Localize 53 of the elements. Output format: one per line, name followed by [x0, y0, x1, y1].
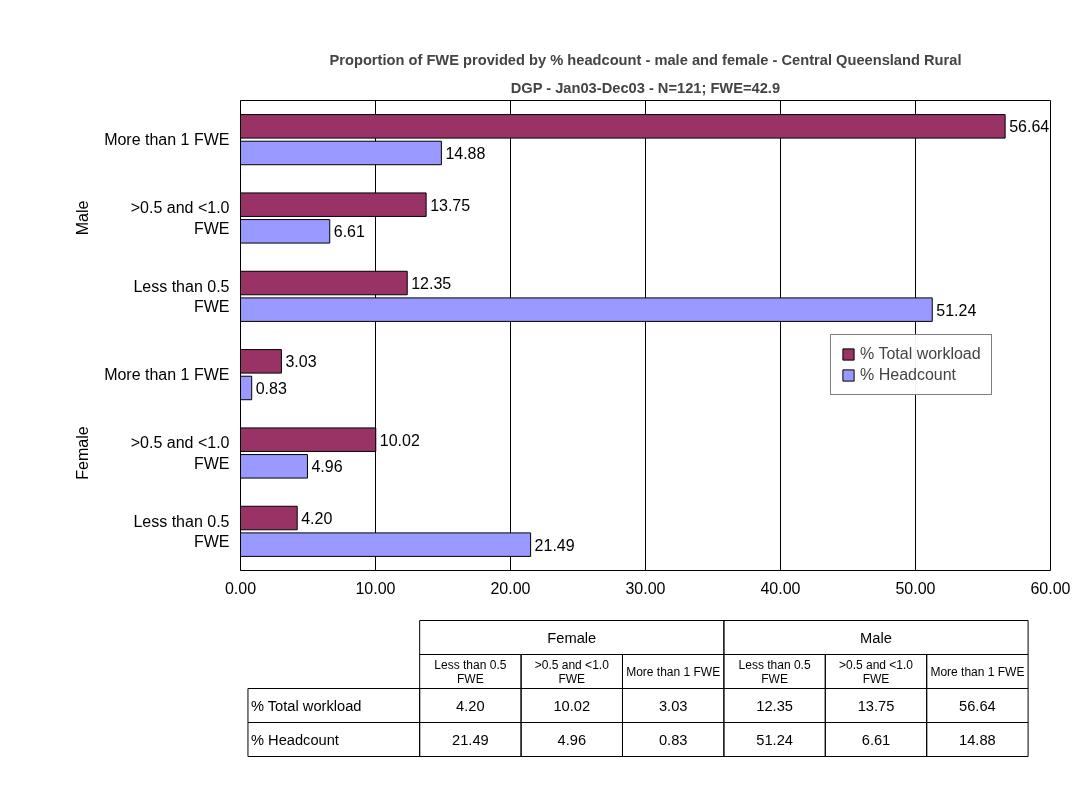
text: 51.24 [756, 731, 793, 748]
chart-title: Proportion of FWE provided by % headcount - male and female - Central Queensland Rural [329, 51, 962, 68]
text: % Total workload [250, 697, 362, 714]
text: 3.03 [658, 697, 688, 714]
text: 4.96 [557, 731, 587, 748]
data-label: 14.88 [445, 144, 486, 162]
x-tick-label: 20.00 [490, 579, 531, 597]
data-label: 21.49 [534, 536, 575, 554]
data-label: 6.61 [333, 223, 365, 241]
category-label: More than 1 FWE [930, 664, 1025, 679]
data-label: 4.20 [301, 510, 333, 528]
y-tick-label: More than 1 FWE [104, 131, 230, 149]
text: Male [860, 629, 892, 646]
data-label: 3.03 [285, 353, 317, 371]
text: 6.61 [861, 731, 891, 748]
text: 4.20 [456, 697, 485, 714]
data-label: 12.35 [411, 275, 452, 293]
text: 13.75 [857, 697, 895, 714]
text: Female [73, 426, 91, 480]
category-label: Less than 0.5 FWE [434, 657, 507, 686]
category-label: >0.5 and <1.0 FWE [838, 657, 914, 686]
x-tick-label: 0.00 [224, 579, 257, 597]
text: Female [547, 629, 597, 646]
text: 12.35 [756, 697, 793, 714]
text: 21.49 [452, 731, 489, 748]
x-tick-label: 10.00 [355, 579, 396, 597]
text: Male [73, 200, 91, 236]
legend-label: % Headcount [860, 366, 957, 384]
data-label: 56.64 [1009, 118, 1050, 136]
text: 0.83 [658, 731, 688, 748]
text: 56.64 [959, 697, 996, 714]
x-tick-label: 50.00 [895, 579, 936, 597]
text: 10.02 [553, 697, 591, 714]
data-label: 0.83 [255, 379, 287, 397]
x-tick-label: 40.00 [760, 579, 801, 597]
text: % Headcount [250, 731, 339, 748]
data-label: 13.75 [430, 196, 471, 214]
chart-subtitle: DGP - Jan03-Dec03 - N=121; FWE=42.9 [510, 79, 781, 96]
legend-label: % Total workload [860, 345, 981, 363]
data-label: 10.02 [379, 431, 420, 449]
category-label: More than 1 FWE [626, 664, 721, 679]
y-tick-label: >0.5 and <1.0 FWE [130, 434, 230, 472]
text: 14.88 [959, 731, 996, 748]
y-tick-label: More than 1 FWE [104, 366, 230, 384]
x-tick-label: 60.00 [1030, 579, 1071, 597]
y-tick-label: Less than 0.5 FWE [133, 512, 230, 551]
y-tick-label: Less than 0.5 FWE [133, 277, 230, 316]
y-tick-label: >0.5 and <1.0 FWE [130, 199, 230, 237]
data-label: 4.96 [311, 458, 343, 476]
category-label: Less than 0.5 FWE [738, 657, 811, 686]
category-label: >0.5 and <1.0 FWE [534, 657, 609, 686]
data-label: 51.24 [936, 301, 977, 319]
x-tick-label: 30.00 [625, 579, 666, 597]
